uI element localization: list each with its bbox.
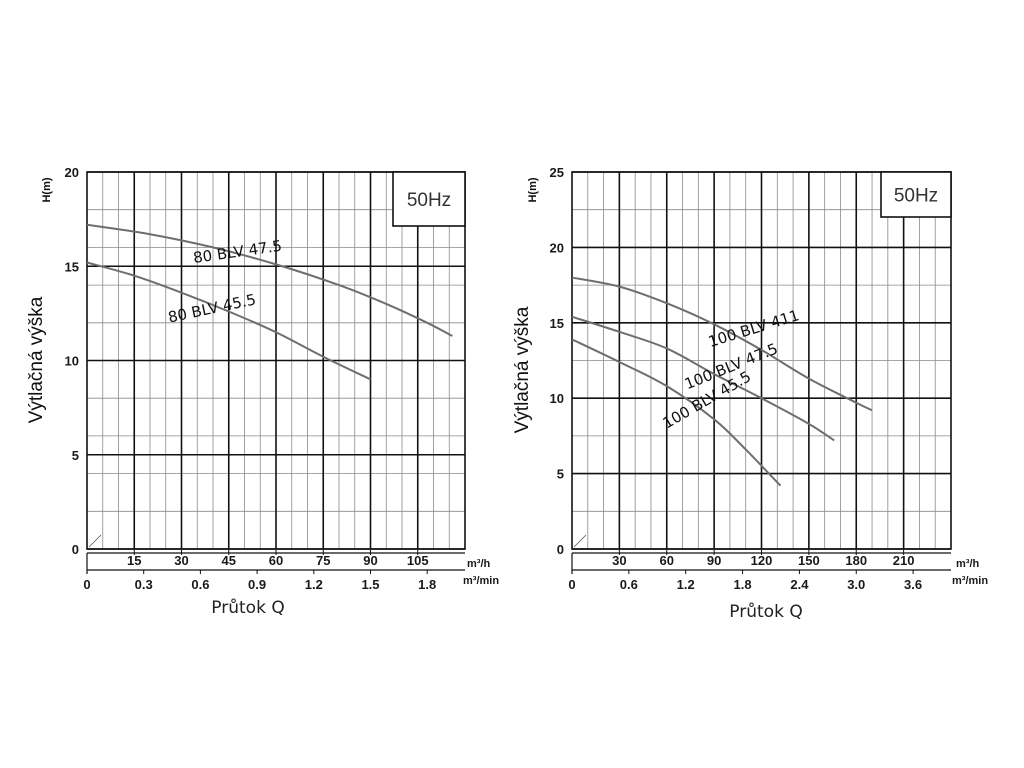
- y-tick-label: 0: [557, 542, 564, 557]
- x-unit-m3h: m³/h: [467, 558, 491, 570]
- x-tick-label-m3h: 105: [407, 553, 429, 568]
- y-tick-label: 20: [65, 165, 79, 180]
- x-tick-label-m3h: 90: [707, 553, 721, 568]
- frequency-box: [880, 171, 952, 218]
- x-tick-label-m3min: 0: [83, 577, 90, 592]
- x-axis-title: Průtok Q: [211, 598, 284, 618]
- x-tick-label-m3h: 45: [222, 553, 236, 568]
- x-tick-label-m3min: 1.5: [361, 577, 379, 592]
- chart-1: 50Hz 0 5 10 15 20 15 30 45 60 75 90 105 0 0.3 0.6 0.9 1.2…: [26, 165, 499, 618]
- x-tick-label-m3min: 3.0: [847, 577, 865, 592]
- x-unit-m3min: m³/min: [952, 575, 988, 587]
- y-tick-label: 5: [557, 467, 564, 482]
- frequency-label: 50Hz: [407, 190, 451, 211]
- frequency-box: [392, 171, 466, 227]
- y-tick-label: 10: [550, 391, 564, 406]
- x-tick-label-m3min: 1.8: [418, 577, 436, 592]
- y-tick-label: 25: [550, 165, 564, 180]
- x-tick-label-m3h: 90: [363, 553, 377, 568]
- x-axis-title: Průtok Q: [729, 602, 802, 622]
- chart-2: 50Hz 0 5 10 15 20 25 30 60 90 120 150 180 210 0 0.6 1.2 1…: [512, 165, 988, 622]
- y-tick-label: 20: [550, 240, 564, 255]
- x-tick-label-m3h: 30: [174, 553, 188, 568]
- y-tick-label: 15: [65, 259, 79, 274]
- y-tick-label: 0: [72, 542, 79, 557]
- x-tick-label-m3h: 210: [893, 553, 915, 568]
- x-tick-label-m3min: 0.6: [620, 577, 638, 592]
- series-curve: [571, 315, 835, 442]
- plot-frame: [571, 171, 952, 550]
- x-tick-label-m3min: 3.6: [904, 577, 922, 592]
- x-tick-label-m3min: 0.9: [248, 577, 266, 592]
- series-curve: [86, 223, 453, 337]
- x-tick-label-m3min: 1.2: [677, 577, 695, 592]
- series-label: 100 BLV 411: [706, 306, 801, 351]
- x-tick-label-m3h: 60: [660, 553, 674, 568]
- y-tick-label: 10: [65, 354, 79, 369]
- x-tick-label-m3min: 0.3: [135, 577, 153, 592]
- x-tick-label-m3min: 1.2: [305, 577, 323, 592]
- x-tick-label-m3min: 2.4: [790, 577, 809, 592]
- series-curve: [571, 338, 782, 487]
- y-axis-unit: H(m): [41, 177, 53, 202]
- x-tick-label-m3h: 150: [798, 553, 820, 568]
- y-axis-title: Výtlačná výška: [512, 306, 533, 433]
- y-axis-title: Výtlačná výška: [26, 296, 47, 423]
- x-tick-label-m3min: 1.8: [734, 577, 752, 592]
- origin-mark: [88, 534, 102, 548]
- y-tick-label: 5: [72, 448, 79, 463]
- x-tick-label-m3h: 15: [127, 553, 141, 568]
- x-unit-m3h: m³/h: [956, 558, 980, 570]
- x-tick-label-m3h: 180: [845, 553, 867, 568]
- x-unit-m3min: m³/min: [463, 575, 499, 587]
- series-curve: [86, 261, 371, 381]
- x-tick-label-m3min: 0: [568, 577, 575, 592]
- x-tick-label-m3h: 60: [269, 553, 283, 568]
- y-tick-label: 15: [550, 316, 564, 331]
- series-curve: [571, 276, 873, 412]
- plot-frame: [86, 171, 466, 550]
- series-label: 80 BLV 45.5: [166, 290, 257, 326]
- y-axis-unit: H(m): [527, 177, 539, 202]
- x-tick-label-m3h: 30: [612, 553, 626, 568]
- x-tick-label-m3h: 120: [751, 553, 773, 568]
- frequency-label: 50Hz: [894, 186, 938, 207]
- x-tick-label-m3h: 75: [316, 553, 330, 568]
- x-tick-label-m3min: 0.6: [191, 577, 209, 592]
- origin-mark: [573, 534, 587, 548]
